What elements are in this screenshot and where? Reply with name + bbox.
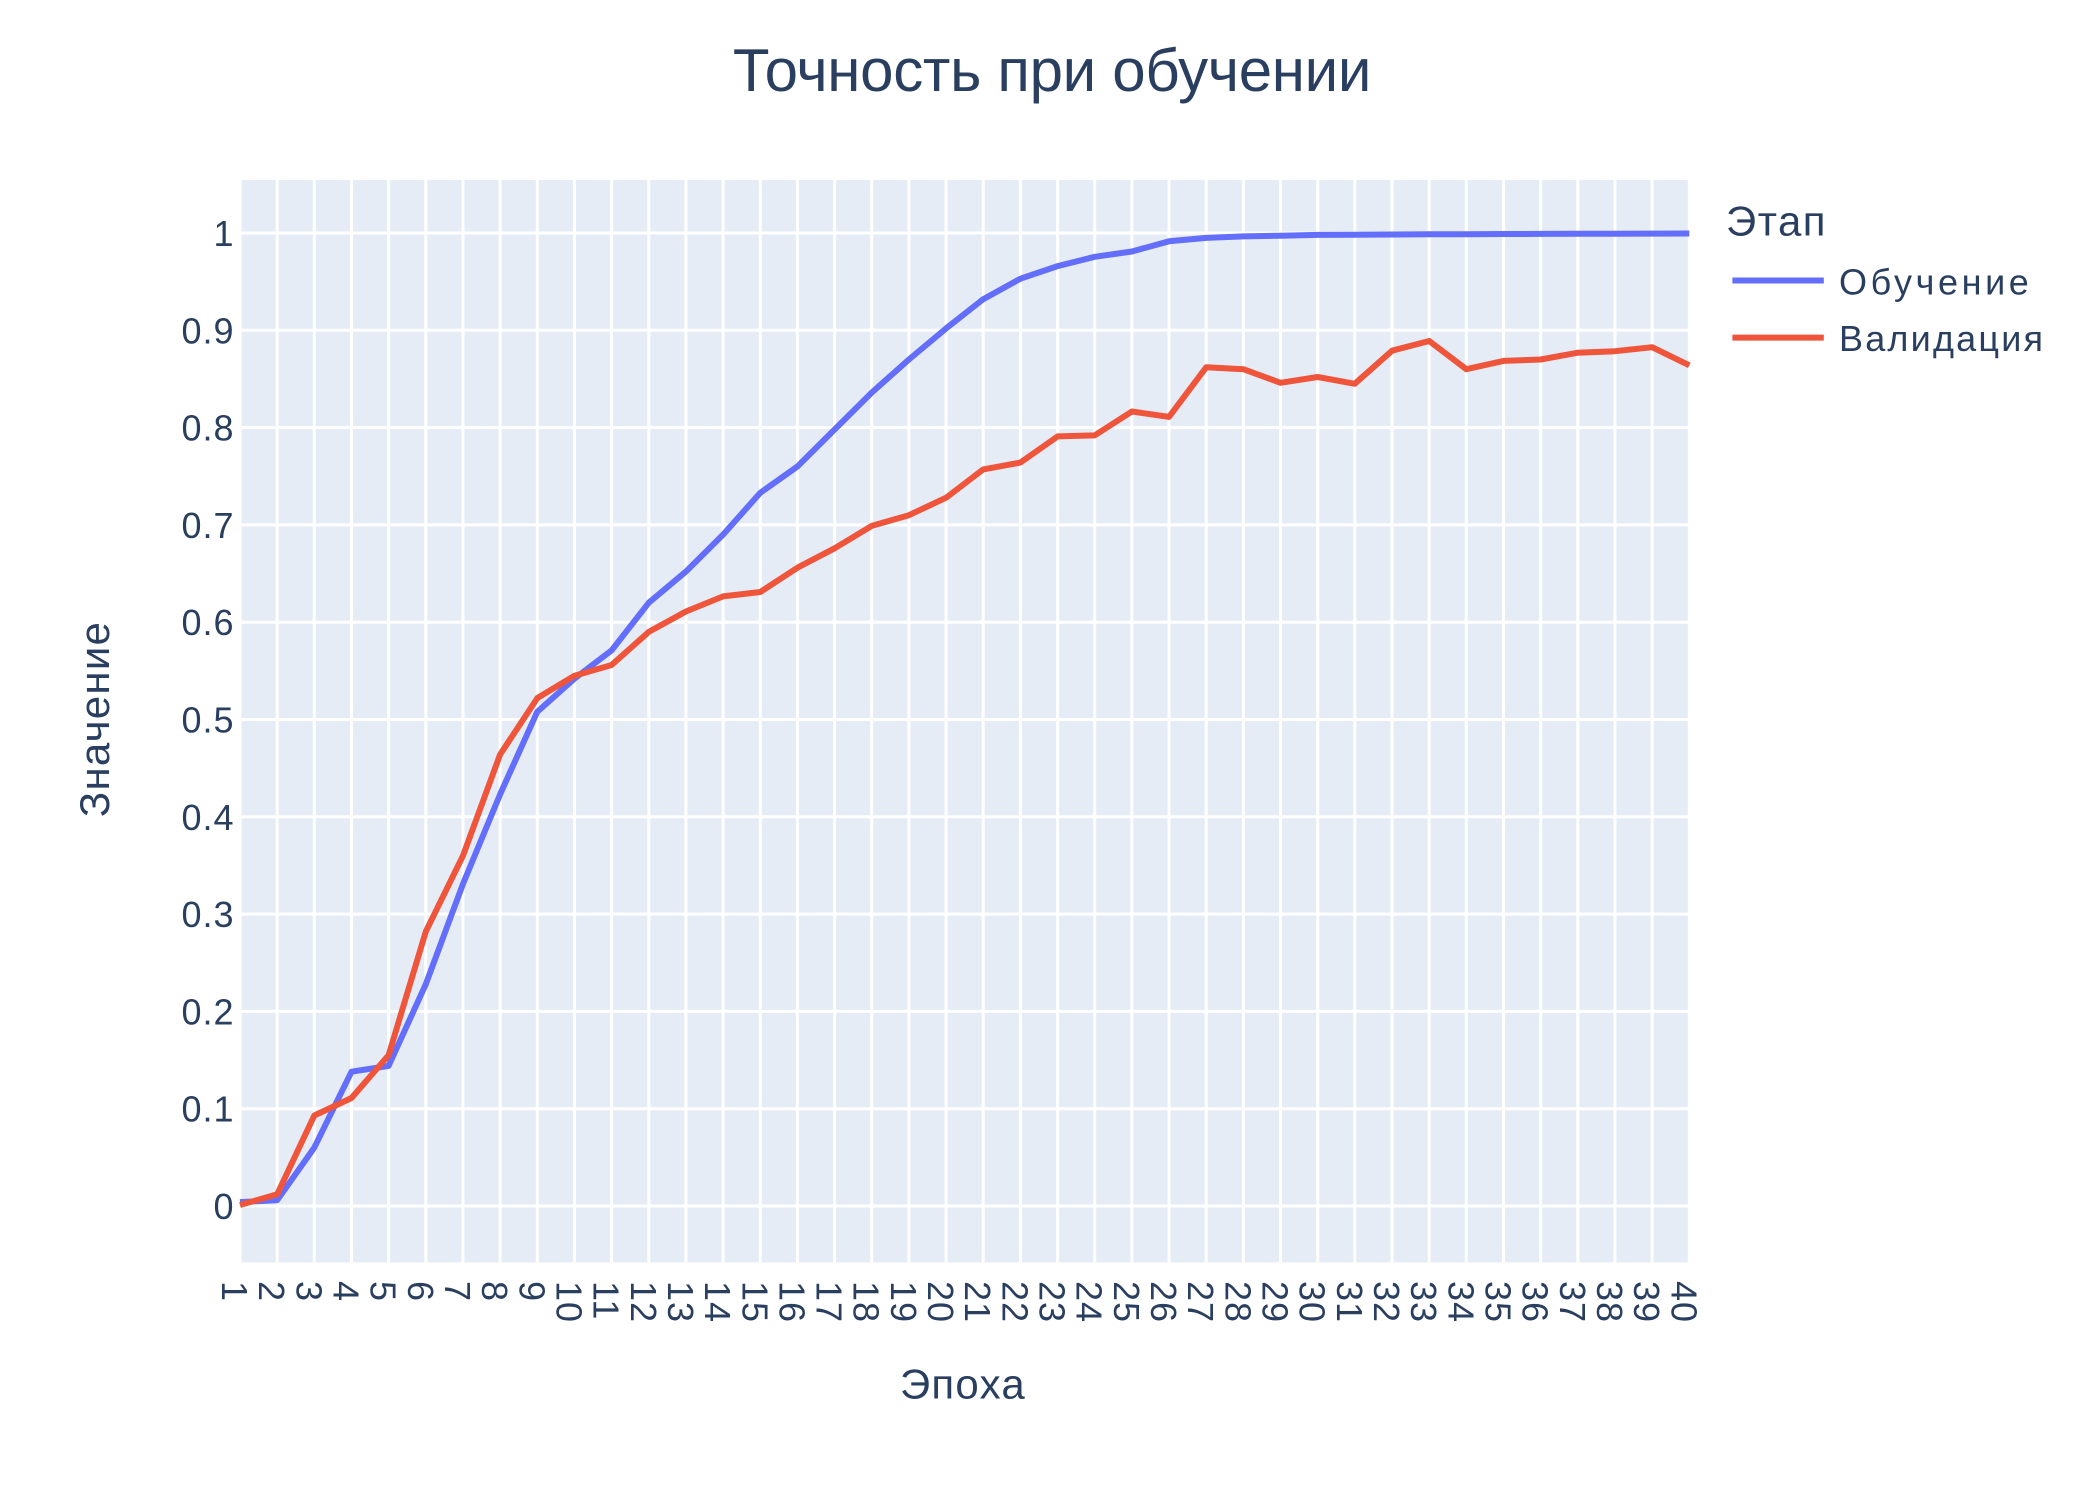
svg-text:Значение: Значение: [71, 621, 118, 817]
svg-text:Этап: Этап: [1726, 198, 1827, 245]
svg-text:7: 7: [437, 1281, 478, 1302]
svg-text:8: 8: [474, 1281, 515, 1302]
svg-text:0.5: 0.5: [181, 700, 234, 741]
svg-text:15: 15: [734, 1281, 775, 1323]
svg-text:0.4: 0.4: [181, 797, 234, 838]
svg-text:38: 38: [1589, 1281, 1630, 1323]
svg-text:19: 19: [883, 1281, 924, 1323]
svg-text:32: 32: [1366, 1281, 1407, 1323]
svg-text:0.3: 0.3: [181, 894, 234, 935]
svg-text:21: 21: [957, 1281, 998, 1323]
svg-text:Валидация: Валидация: [1839, 318, 2045, 359]
svg-text:26: 26: [1143, 1281, 1184, 1323]
svg-text:20: 20: [920, 1281, 961, 1323]
svg-text:35: 35: [1478, 1281, 1519, 1323]
svg-text:18: 18: [846, 1281, 887, 1323]
svg-text:22: 22: [994, 1281, 1035, 1323]
svg-text:6: 6: [400, 1281, 441, 1302]
svg-text:12: 12: [623, 1281, 664, 1323]
svg-text:0.9: 0.9: [181, 310, 234, 351]
svg-text:9: 9: [511, 1281, 552, 1302]
svg-text:1: 1: [213, 213, 234, 254]
svg-text:2: 2: [251, 1281, 292, 1302]
svg-text:23: 23: [1032, 1281, 1073, 1323]
svg-text:28: 28: [1217, 1281, 1258, 1323]
svg-text:Обучение: Обучение: [1839, 262, 2032, 303]
svg-text:11: 11: [586, 1281, 627, 1320]
svg-text:0.7: 0.7: [181, 505, 234, 546]
svg-text:36: 36: [1515, 1281, 1556, 1323]
svg-text:24: 24: [1069, 1281, 1110, 1323]
svg-text:Точность при обучении: Точность при обучении: [733, 37, 1371, 104]
svg-text:17: 17: [809, 1281, 850, 1323]
svg-text:0.8: 0.8: [181, 408, 234, 449]
svg-text:3: 3: [288, 1281, 329, 1302]
svg-text:14: 14: [697, 1281, 738, 1323]
svg-text:13: 13: [660, 1281, 701, 1323]
svg-text:0.6: 0.6: [181, 602, 234, 643]
svg-text:39: 39: [1626, 1281, 1667, 1323]
svg-text:0.1: 0.1: [181, 1089, 234, 1130]
svg-text:10: 10: [549, 1281, 590, 1323]
svg-text:25: 25: [1106, 1281, 1147, 1323]
svg-text:34: 34: [1440, 1281, 1481, 1323]
svg-text:5: 5: [363, 1281, 404, 1302]
svg-text:4: 4: [326, 1281, 367, 1302]
svg-text:1: 1: [214, 1281, 255, 1302]
svg-text:Эпоха: Эпоха: [900, 1361, 1026, 1408]
svg-text:40: 40: [1663, 1281, 1704, 1323]
svg-text:0.2: 0.2: [181, 991, 234, 1032]
svg-text:27: 27: [1180, 1281, 1221, 1323]
svg-text:30: 30: [1292, 1281, 1333, 1323]
svg-text:33: 33: [1403, 1281, 1444, 1323]
svg-text:31: 31: [1329, 1281, 1370, 1323]
svg-text:37: 37: [1552, 1281, 1593, 1323]
svg-text:0: 0: [213, 1186, 234, 1227]
svg-text:29: 29: [1255, 1281, 1296, 1323]
svg-text:16: 16: [771, 1281, 812, 1323]
